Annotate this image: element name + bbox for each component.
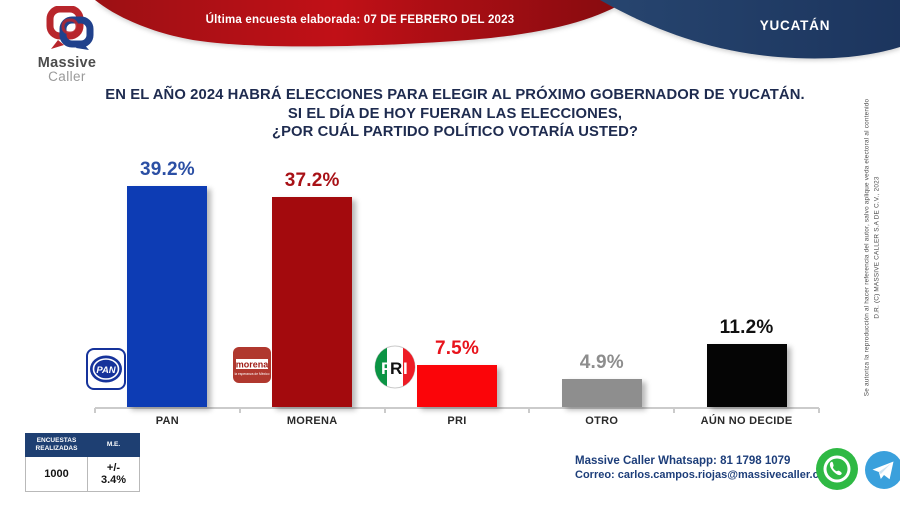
brand-name-massive: Massive [37, 55, 97, 71]
bar-a-n-no-decide [706, 344, 787, 407]
chat-bubbles-icon [46, 5, 94, 50]
pan-logo: PAN [86, 348, 127, 390]
bar-category-label: PRI [447, 415, 467, 427]
morena-logo: morena la esperanza de México [233, 347, 272, 383]
title-line-1: EN EL AÑO 2024 HABRÁ ELECCIONES PARA ELE… [105, 87, 805, 103]
header-ribbons [95, 0, 900, 59]
title-line-3: ¿POR CUÁL PARTIDO POLÍTICO VOTARÍA USTED… [271, 124, 639, 140]
x-axis-tick [818, 408, 820, 413]
pri-logo: PR I [374, 345, 416, 389]
svg-text:I: I [403, 359, 408, 378]
copyright-permission-line: Se autoriza la reproducción al hacer ref… [863, 98, 871, 397]
morena-logo-wrap: morena la esperanza de México [233, 347, 272, 388]
bar-category-label: OTRO [585, 415, 619, 427]
bar-category-label: AÚN NO DECIDE [700, 415, 793, 427]
svg-text:PAN: PAN [97, 365, 117, 376]
x-axis-tick [673, 408, 676, 413]
x-axis-line [95, 407, 819, 409]
bar-morena [272, 197, 353, 407]
bar-pan [127, 186, 208, 407]
brand-name-caller: Caller [48, 69, 86, 84]
svg-text:R: R [390, 359, 402, 378]
question-title: EN EL AÑO 2024 HABRÁ ELECCIONES PARA ELE… [55, 86, 855, 142]
svg-text:la esperanza de México: la esperanza de México [235, 372, 270, 376]
telegram-icon[interactable] [864, 450, 900, 490]
blue-ribbon [600, 0, 900, 59]
bar-value-label: 37.2% [284, 170, 340, 191]
contact-email: Correo: carlos.campos.riojas@massivecall… [575, 469, 836, 481]
x-axis-tick [238, 408, 241, 413]
bar-value-label: 7.5% [434, 338, 480, 359]
stats-value-encuestas: 1000 [25, 455, 88, 492]
contact-block: Massive Caller Whatsapp: 81 1798 1079 Co… [575, 454, 835, 482]
copyright-vertical-text: Se autoriza la reproducción al hacer ref… [863, 88, 882, 408]
bar-otro [561, 379, 642, 407]
bar-category-label: MORENA [286, 415, 338, 427]
whatsapp-icon[interactable] [814, 446, 860, 494]
x-axis-tick [528, 408, 531, 413]
title-line-2: SI EL DÍA DE HOY FUERAN LAS ELECCIONES, [287, 105, 623, 122]
stats-header-me: M.E. [87, 433, 140, 457]
social-icons [814, 446, 900, 494]
svg-text:P: P [381, 359, 392, 378]
stats-header-encuestas: ENCUESTAS REALIZADAS [25, 433, 88, 457]
bar-value-label: 4.9% [579, 352, 624, 373]
x-axis-tick [383, 408, 386, 413]
massive-caller-logo: Massive Caller [22, 5, 112, 84]
stats-table: ENCUESTAS REALIZADAS M.E. 1000 +/- 3.4% [25, 433, 140, 492]
bar-chart: 39.2% PAN PAN 37.2% MORENA morena la esperanza… [86, 150, 820, 440]
bar-category-label: PAN [155, 415, 180, 427]
copyright-rights-line: D.R. (C) MASSIVE CALLER S.A DE C.V., 202… [873, 176, 880, 319]
pan-logo-wrap: PAN [86, 348, 127, 395]
last-survey-date: Última encuesta elaborada: 07 DE FEBRERO… [205, 14, 515, 26]
bar-value-label: 11.2% [719, 317, 774, 338]
red-ribbon [95, 0, 628, 47]
region-label: YUCATÁN [759, 18, 831, 33]
bar-pri [417, 365, 497, 407]
stats-value-me: +/- 3.4% [87, 455, 140, 492]
x-axis-tick [94, 408, 96, 413]
svg-text:morena: morena [236, 360, 270, 370]
bar-value-label: 39.2% [139, 159, 195, 180]
contact-whatsapp: Massive Caller Whatsapp: 81 1798 1079 [575, 455, 791, 467]
